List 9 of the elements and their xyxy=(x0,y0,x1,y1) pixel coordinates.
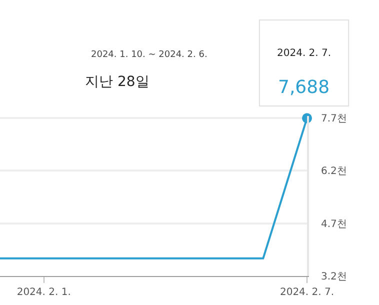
chart-title: 지난 28일 xyxy=(85,74,150,90)
y-tick-label: 4.7천 xyxy=(321,218,347,230)
text: 2024. 2. 7. xyxy=(277,48,332,59)
y-tick-label: 6.2천 xyxy=(321,166,347,178)
y-tick-label: 3.2천 xyxy=(321,272,347,282)
x-tick-label: 2024. 2. 1. xyxy=(16,287,71,298)
y-tick-label: 7.7천 xyxy=(321,113,347,124)
chart-subtitle: 2024. 1. 10. ~ 2024. 2. 6. xyxy=(91,50,208,60)
text: 7,688 xyxy=(278,77,330,98)
